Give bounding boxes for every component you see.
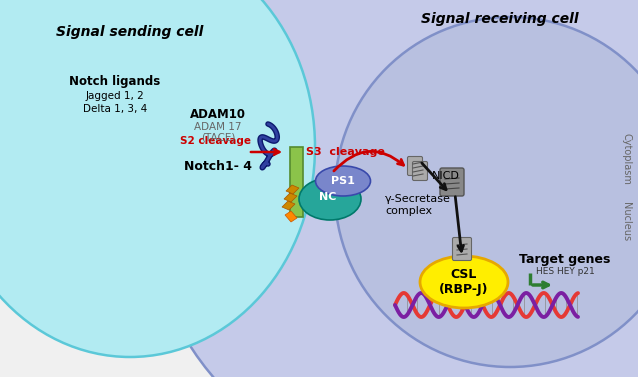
Text: Signal receiving cell: Signal receiving cell	[421, 12, 579, 26]
Ellipse shape	[0, 0, 315, 357]
Text: Cytoplasm: Cytoplasm	[621, 133, 631, 185]
Text: (TACE): (TACE)	[201, 133, 235, 143]
Text: S2 cleavage: S2 cleavage	[179, 136, 251, 146]
Ellipse shape	[316, 166, 371, 196]
Text: S3  cleavage: S3 cleavage	[306, 147, 385, 157]
Polygon shape	[282, 201, 295, 210]
Text: Nucleus: Nucleus	[621, 202, 631, 242]
Text: ADAM10: ADAM10	[190, 109, 246, 121]
Text: γ-Secretase
complex: γ-Secretase complex	[385, 194, 451, 216]
Text: NC: NC	[319, 192, 337, 202]
Text: HES HEY p21: HES HEY p21	[536, 267, 595, 276]
Ellipse shape	[299, 178, 361, 220]
FancyBboxPatch shape	[413, 161, 427, 181]
Polygon shape	[285, 211, 297, 222]
FancyBboxPatch shape	[440, 168, 464, 196]
Text: Target genes: Target genes	[519, 253, 611, 265]
Circle shape	[145, 0, 638, 377]
Text: CSL
(RBP-J): CSL (RBP-J)	[439, 268, 489, 296]
FancyBboxPatch shape	[452, 238, 471, 261]
Text: PS1: PS1	[331, 176, 355, 186]
Text: Delta 1, 3, 4: Delta 1, 3, 4	[83, 104, 147, 114]
Circle shape	[335, 17, 638, 367]
Polygon shape	[284, 193, 297, 202]
Polygon shape	[290, 147, 303, 217]
Text: ADAM 17: ADAM 17	[194, 122, 242, 132]
FancyBboxPatch shape	[408, 156, 422, 176]
Text: Notch1- 4: Notch1- 4	[184, 161, 252, 173]
Polygon shape	[286, 185, 299, 194]
Ellipse shape	[420, 256, 508, 308]
Text: Notch ligands: Notch ligands	[70, 75, 161, 89]
Text: Signal sending cell: Signal sending cell	[56, 25, 204, 39]
Text: NICD: NICD	[432, 171, 460, 181]
Text: Jagged 1, 2: Jagged 1, 2	[85, 91, 144, 101]
